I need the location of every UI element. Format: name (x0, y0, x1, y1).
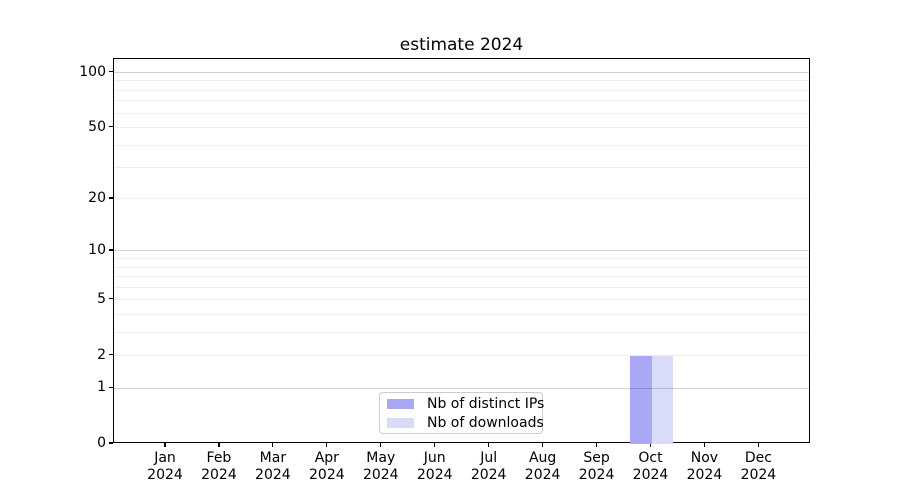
chart-title: estimate 2024 (399, 35, 524, 55)
gridline-minor-90 (114, 80, 809, 82)
gridline-major-100 (114, 72, 809, 73)
x-tick-mark-jun (434, 443, 436, 447)
gridline-minor-40 (114, 144, 809, 146)
x-tick-label-dec: Dec 2024 (740, 450, 777, 483)
x-tick-label-jun: Jun 2024 (416, 450, 453, 483)
x-tick-mark-dec (757, 443, 759, 447)
y-tick-mark-1 (109, 386, 113, 388)
legend-swatch-downloads (387, 417, 414, 428)
x-tick-mark-oct (649, 443, 652, 447)
x-tick-label-nov: Nov 2024 (686, 450, 723, 483)
gridline-minor-5 (114, 299, 809, 301)
legend-item-distinct-ips: Nb of distinct IPs (387, 394, 545, 413)
y-tick-mark-50 (109, 125, 113, 128)
x-tick-label-jul: Jul 2024 (470, 450, 507, 483)
x-tick-label-mar: Mar 2024 (255, 450, 291, 483)
bar-downloads-oct (651, 355, 673, 444)
legend-item-downloads: Nb of downloads (387, 413, 544, 432)
y-tick-label-1: 1 (97, 379, 106, 396)
plot-area: Nb of distinct IPs Nb of downloads (113, 58, 810, 444)
bars-layer (114, 59, 809, 444)
gridline-minor-30 (114, 167, 809, 169)
y-tick-label-50: 50 (88, 118, 106, 135)
gridline-minor-3 (114, 331, 809, 333)
x-tick-label-oct: Oct 2024 (632, 450, 669, 483)
gridline-minor-4 (114, 313, 809, 315)
y-tick-label-2: 2 (97, 346, 106, 363)
y-tick-label-5: 5 (97, 290, 106, 307)
x-tick-label-aug: Aug 2024 (524, 450, 561, 483)
gridline-minor-8 (114, 266, 809, 268)
gridline-major-10 (114, 250, 809, 252)
x-tick-mark-may (380, 443, 382, 447)
y-tick-label-100: 100 (79, 63, 106, 80)
y-tick-label-10: 10 (88, 241, 106, 258)
gridline-minor-7 (114, 276, 809, 278)
x-tick-mark-jan (164, 443, 166, 447)
legend-label-distinct-ips: Nb of distinct IPs (427, 395, 545, 412)
x-tick-mark-feb (218, 443, 220, 447)
gridline-minor-6 (114, 286, 809, 288)
x-tick-mark-aug (542, 443, 544, 447)
legend: Nb of distinct IPs Nb of downloads (379, 392, 545, 434)
gridline-minor-70 (114, 100, 809, 102)
gridline-minor-2 (114, 355, 809, 357)
x-tick-label-apr: Apr 2024 (309, 450, 345, 483)
y-tick-label-0: 0 (97, 435, 106, 451)
gridline-minor-9 (114, 258, 809, 260)
x-tick-label-feb: Feb 2024 (201, 450, 237, 483)
legend-label-downloads: Nb of downloads (427, 414, 544, 431)
x-tick-mark-sep (595, 443, 598, 447)
y-tick-label-20: 20 (88, 189, 106, 206)
y-tick-mark-2 (109, 353, 113, 356)
y-tick-mark-20 (109, 197, 113, 199)
x-tick-mark-nov (703, 443, 706, 447)
x-tick-label-may: May 2024 (362, 450, 399, 483)
gridline-minor-50 (114, 127, 809, 128)
gridline-major-1 (114, 387, 809, 389)
y-tick-mark-0 (109, 442, 113, 444)
gridline-minor-60 (114, 112, 809, 114)
x-tick-mark-mar (272, 443, 274, 447)
y-tick-mark-5 (109, 298, 113, 300)
gridline-minor-80 (114, 89, 809, 91)
legend-swatch-distinct-ips (387, 398, 414, 409)
y-tick-mark-10 (109, 249, 113, 251)
x-tick-label-jan: Jan 2024 (147, 450, 183, 483)
x-tick-label-sep: Sep 2024 (578, 450, 615, 483)
gridline-minor-20 (114, 198, 809, 200)
bar-distinct-ips-oct (630, 355, 652, 444)
gridlines-layer (114, 59, 809, 442)
x-tick-mark-jul (488, 443, 490, 447)
x-tick-mark-apr (326, 443, 328, 447)
y-tick-mark-100 (109, 70, 113, 73)
